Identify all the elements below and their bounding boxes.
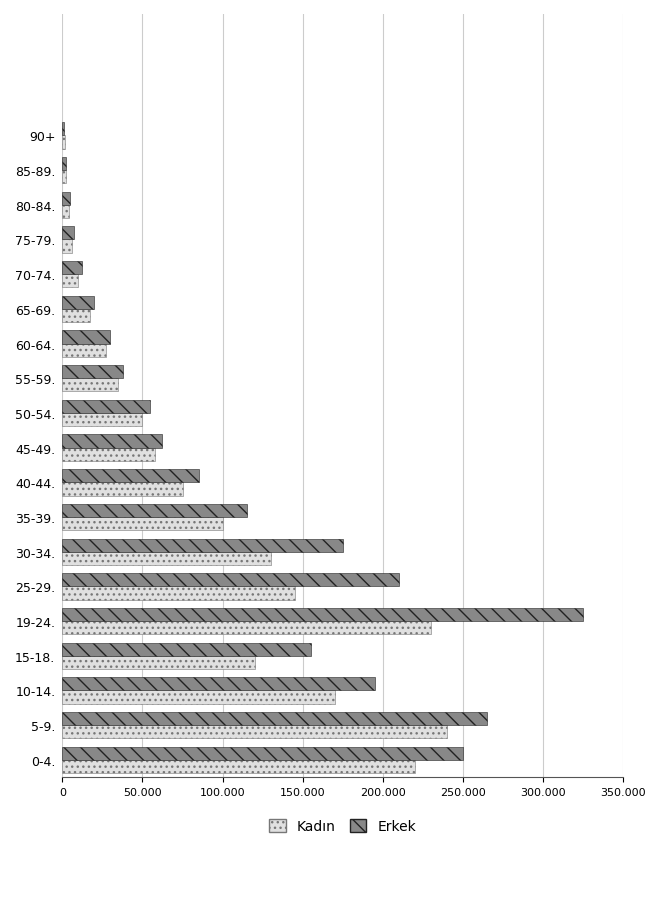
Bar bbox=[62, 586, 295, 600]
Bar bbox=[62, 379, 118, 392]
Bar bbox=[62, 240, 72, 253]
Bar bbox=[62, 483, 182, 496]
Bar bbox=[62, 413, 142, 427]
Bar bbox=[62, 691, 334, 704]
Bar bbox=[62, 435, 162, 448]
Bar bbox=[62, 538, 343, 552]
Bar bbox=[62, 470, 198, 483]
Bar bbox=[62, 643, 311, 656]
Bar bbox=[62, 297, 95, 309]
Bar bbox=[62, 518, 223, 530]
Bar bbox=[62, 400, 151, 413]
Bar bbox=[62, 552, 270, 566]
Bar bbox=[62, 621, 431, 635]
Bar bbox=[62, 309, 89, 323]
Bar bbox=[62, 227, 73, 240]
Bar bbox=[62, 170, 65, 184]
Bar bbox=[62, 206, 69, 219]
Bar bbox=[62, 345, 106, 357]
Bar bbox=[62, 504, 247, 518]
Bar bbox=[62, 192, 69, 206]
Bar bbox=[62, 713, 487, 725]
Bar bbox=[62, 275, 79, 288]
Bar bbox=[62, 608, 583, 621]
Bar bbox=[62, 448, 155, 461]
Legend: Kadın, Erkek: Kadın, Erkek bbox=[264, 814, 422, 839]
Bar bbox=[62, 331, 110, 345]
Bar bbox=[62, 574, 399, 586]
Bar bbox=[62, 725, 447, 739]
Bar bbox=[62, 158, 66, 170]
Bar bbox=[62, 656, 254, 669]
Bar bbox=[62, 677, 375, 691]
Bar bbox=[62, 136, 65, 150]
Bar bbox=[62, 123, 64, 136]
Bar bbox=[62, 262, 81, 275]
Bar bbox=[62, 760, 415, 773]
Bar bbox=[62, 365, 123, 379]
Bar bbox=[62, 747, 463, 760]
